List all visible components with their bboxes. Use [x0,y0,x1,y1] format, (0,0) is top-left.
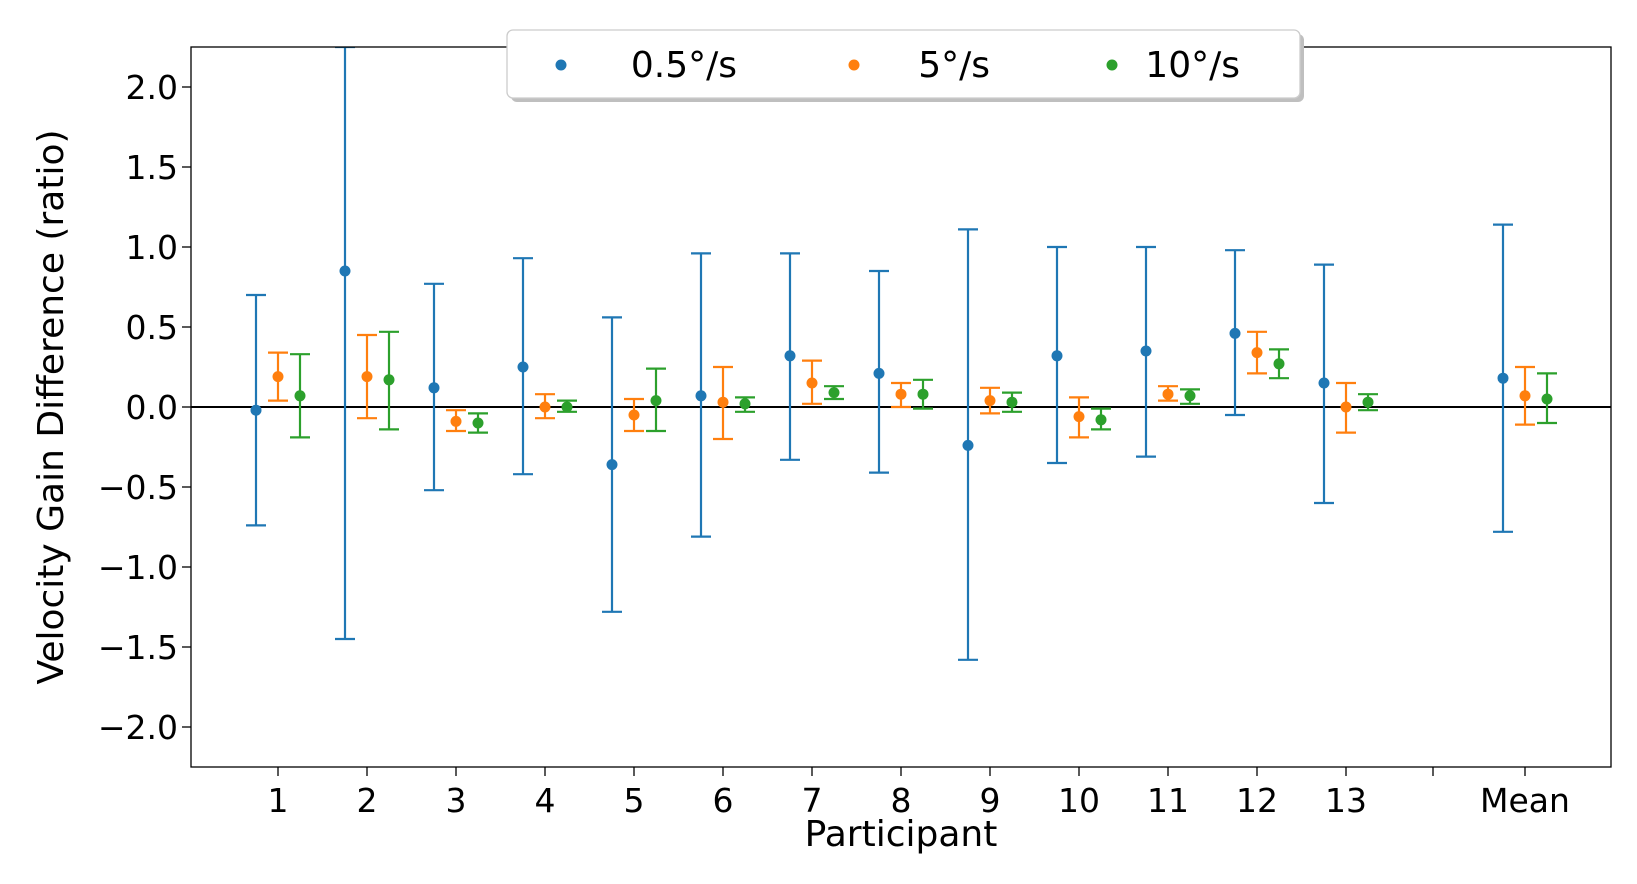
data-point [361,371,373,383]
x-tick-label: Mean [1480,781,1570,820]
legend-marker [1106,59,1118,71]
y-tick-label: 0.5 [126,308,178,347]
legend-label: 10°/s [1145,45,1240,86]
data-point [806,377,818,389]
data-point [1318,377,1330,389]
data-point [895,388,907,400]
data-point [917,388,929,400]
y-tick-label: 1.0 [126,228,178,267]
data-point [695,390,707,402]
series-3 [290,330,1557,439]
y-axis-title: Velocity Gain Difference (ratio) [31,129,72,684]
data-point [962,439,974,451]
data-point [739,398,751,410]
data-point [873,367,885,379]
x-tick-label: 8 [891,781,912,820]
series-layer [246,47,1557,661]
legend-marker [555,59,567,71]
data-point [1073,411,1085,423]
data-point [1362,396,1374,408]
data-point [1519,390,1531,402]
data-point [294,390,306,402]
legend-label: 0.5°/s [631,45,737,86]
data-point [1006,396,1018,408]
x-tick-label: 12 [1236,781,1278,820]
data-point [650,395,662,407]
data-point [517,361,529,373]
y-tick-label: −0.5 [98,468,178,507]
data-point [784,350,796,362]
y-tick-label: −1.5 [98,628,178,667]
legend-marker [848,59,860,71]
x-tick-label: 7 [802,781,823,820]
data-point [1184,390,1196,402]
legend-box [506,29,1301,99]
data-point [1162,388,1174,400]
data-point [606,459,618,471]
x-tick-label: 5 [624,781,645,820]
data-point [1340,401,1352,413]
data-point [339,265,351,277]
data-point [428,382,440,394]
data-point [561,401,573,413]
data-point [250,404,262,416]
x-tick-label: 11 [1147,781,1189,820]
x-tick-label: 3 [446,781,467,820]
x-tick-label: 9 [980,781,1001,820]
data-point [628,409,640,421]
x-tick-label: 2 [357,781,378,820]
y-tick-label: −2.0 [98,708,178,747]
x-axis-title: Participant [805,814,998,855]
x-tick-label: 1 [268,781,289,820]
data-point [539,401,551,413]
legend: 0.5°/s 5°/s 10°/s [506,29,1304,102]
legend-label: 5°/s [918,45,990,86]
data-point [984,395,996,407]
series-1 [246,47,1513,661]
data-point [717,396,729,408]
y-tick-label: 2.0 [126,68,178,107]
data-point [1273,358,1285,370]
data-point [1051,350,1063,362]
data-point [1095,414,1107,426]
x-tick-label: 6 [713,781,734,820]
data-point [1541,393,1553,405]
data-point [1251,347,1263,359]
y-tick-label: 0.0 [126,388,178,427]
data-point [828,387,840,399]
x-tick-label: 13 [1325,781,1367,820]
x-tick-label: 10 [1058,781,1100,820]
data-point [272,371,284,383]
y-tick-label: −1.0 [98,548,178,587]
axis-ticks: −2.0−1.5−1.0−0.50.00.51.01.52.01 2 3 4 5 6 7 8 9… [98,68,1570,820]
data-point [383,374,395,386]
x-tick-label: 4 [535,781,556,820]
data-point [450,415,462,427]
data-point [1497,372,1509,384]
data-point [472,417,484,429]
y-tick-label: 1.5 [126,148,178,187]
series-2 [268,330,1535,441]
data-point [1140,345,1152,357]
data-point [1229,327,1241,339]
